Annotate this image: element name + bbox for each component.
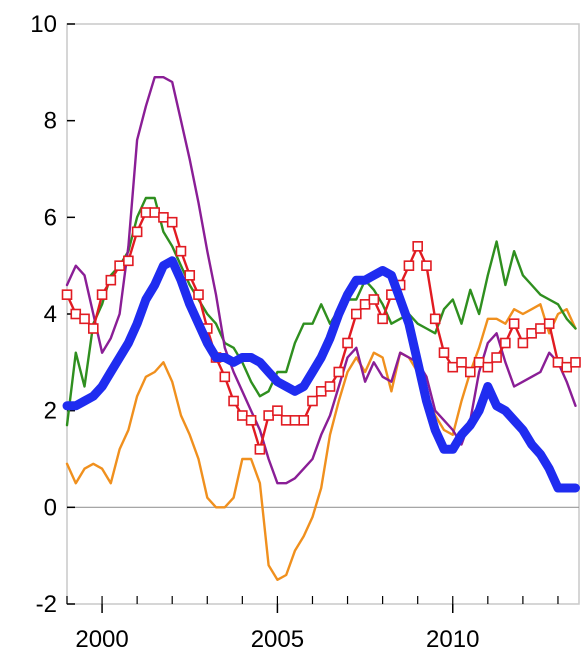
series-4-marker bbox=[166, 216, 178, 228]
series-4-marker bbox=[88, 323, 99, 334]
series-4-marker bbox=[70, 308, 82, 320]
series-line-3 bbox=[65, 75, 577, 485]
series-4-marker bbox=[342, 337, 353, 349]
series-4-marker bbox=[561, 361, 573, 373]
y-tick-label: 4 bbox=[44, 301, 57, 328]
series-4-marker bbox=[543, 318, 555, 329]
series-4-marker bbox=[438, 347, 450, 358]
series-4-marker bbox=[254, 444, 266, 455]
series-4-marker bbox=[421, 260, 432, 271]
series-4-marker bbox=[535, 323, 546, 334]
series-4-marker bbox=[315, 386, 327, 397]
series-4-marker bbox=[280, 415, 292, 426]
x-tick-label: 2010 bbox=[426, 626, 479, 653]
series-4-marker bbox=[79, 313, 90, 325]
series-4-marker bbox=[193, 289, 204, 300]
series-4-marker bbox=[184, 270, 196, 281]
series-4-marker bbox=[324, 381, 336, 392]
series-line-2 bbox=[65, 196, 577, 427]
series-4-marker bbox=[517, 337, 529, 349]
series-4-marker bbox=[114, 260, 125, 271]
series-line-4 bbox=[65, 211, 577, 451]
series-4-marker bbox=[61, 289, 73, 300]
series-4-marker bbox=[456, 357, 467, 368]
y-tick-label: 2 bbox=[44, 398, 57, 425]
series-4-marker bbox=[368, 294, 380, 305]
y-tick-label: 6 bbox=[44, 204, 57, 231]
series-4-marker bbox=[307, 395, 318, 407]
series-4-marker bbox=[149, 207, 160, 218]
series-4-marker bbox=[412, 241, 423, 252]
series-4-marker bbox=[131, 226, 143, 238]
series-4-marker bbox=[359, 299, 371, 310]
series-line-1 bbox=[65, 303, 577, 581]
series-4-marker bbox=[105, 274, 117, 286]
series-4-marker bbox=[263, 410, 274, 421]
series-4-marker bbox=[272, 405, 283, 416]
series-4-marker bbox=[552, 357, 564, 368]
series-4-marker bbox=[473, 357, 485, 368]
series-4-marker bbox=[219, 371, 231, 383]
series-4-marker bbox=[526, 328, 537, 339]
series-4-marker bbox=[403, 260, 415, 271]
x-tick-label: 2000 bbox=[75, 626, 128, 653]
series-4-marker bbox=[237, 410, 248, 421]
series-4-marker bbox=[500, 337, 511, 349]
y-tick-label: 8 bbox=[44, 108, 57, 135]
series-4-marker bbox=[464, 366, 476, 378]
series-4-marker bbox=[175, 245, 187, 257]
y-tick-label: 10 bbox=[30, 11, 57, 38]
series-4-marker bbox=[570, 357, 581, 368]
series-4-marker bbox=[377, 313, 388, 325]
series-4-marker bbox=[289, 415, 301, 426]
x-tick-label: 2005 bbox=[251, 626, 304, 653]
series-4-marker bbox=[140, 207, 152, 218]
series-4-marker bbox=[508, 318, 520, 329]
series-4-marker bbox=[245, 415, 257, 426]
series-4-marker bbox=[298, 415, 310, 426]
series-4-marker bbox=[228, 395, 239, 407]
series-4-marker bbox=[491, 352, 502, 363]
y-tick-label: -2 bbox=[36, 591, 57, 618]
series-4-marker bbox=[429, 313, 441, 325]
y-axis: -2 0 2 4 6 8 10 bbox=[30, 11, 75, 618]
series-4-marker bbox=[158, 212, 169, 223]
y-tick-label: 0 bbox=[44, 494, 57, 521]
series-4-marker bbox=[482, 361, 494, 373]
series-layer bbox=[61, 75, 581, 581]
x-axis: 2000 2005 2010 bbox=[66, 596, 559, 653]
series-4-marker bbox=[333, 366, 345, 378]
series-4-marker bbox=[123, 255, 134, 267]
series-line-5 bbox=[62, 256, 580, 493]
series-4-marker bbox=[96, 289, 108, 300]
series-4-marker bbox=[351, 308, 362, 320]
series-4-marker bbox=[447, 361, 459, 373]
